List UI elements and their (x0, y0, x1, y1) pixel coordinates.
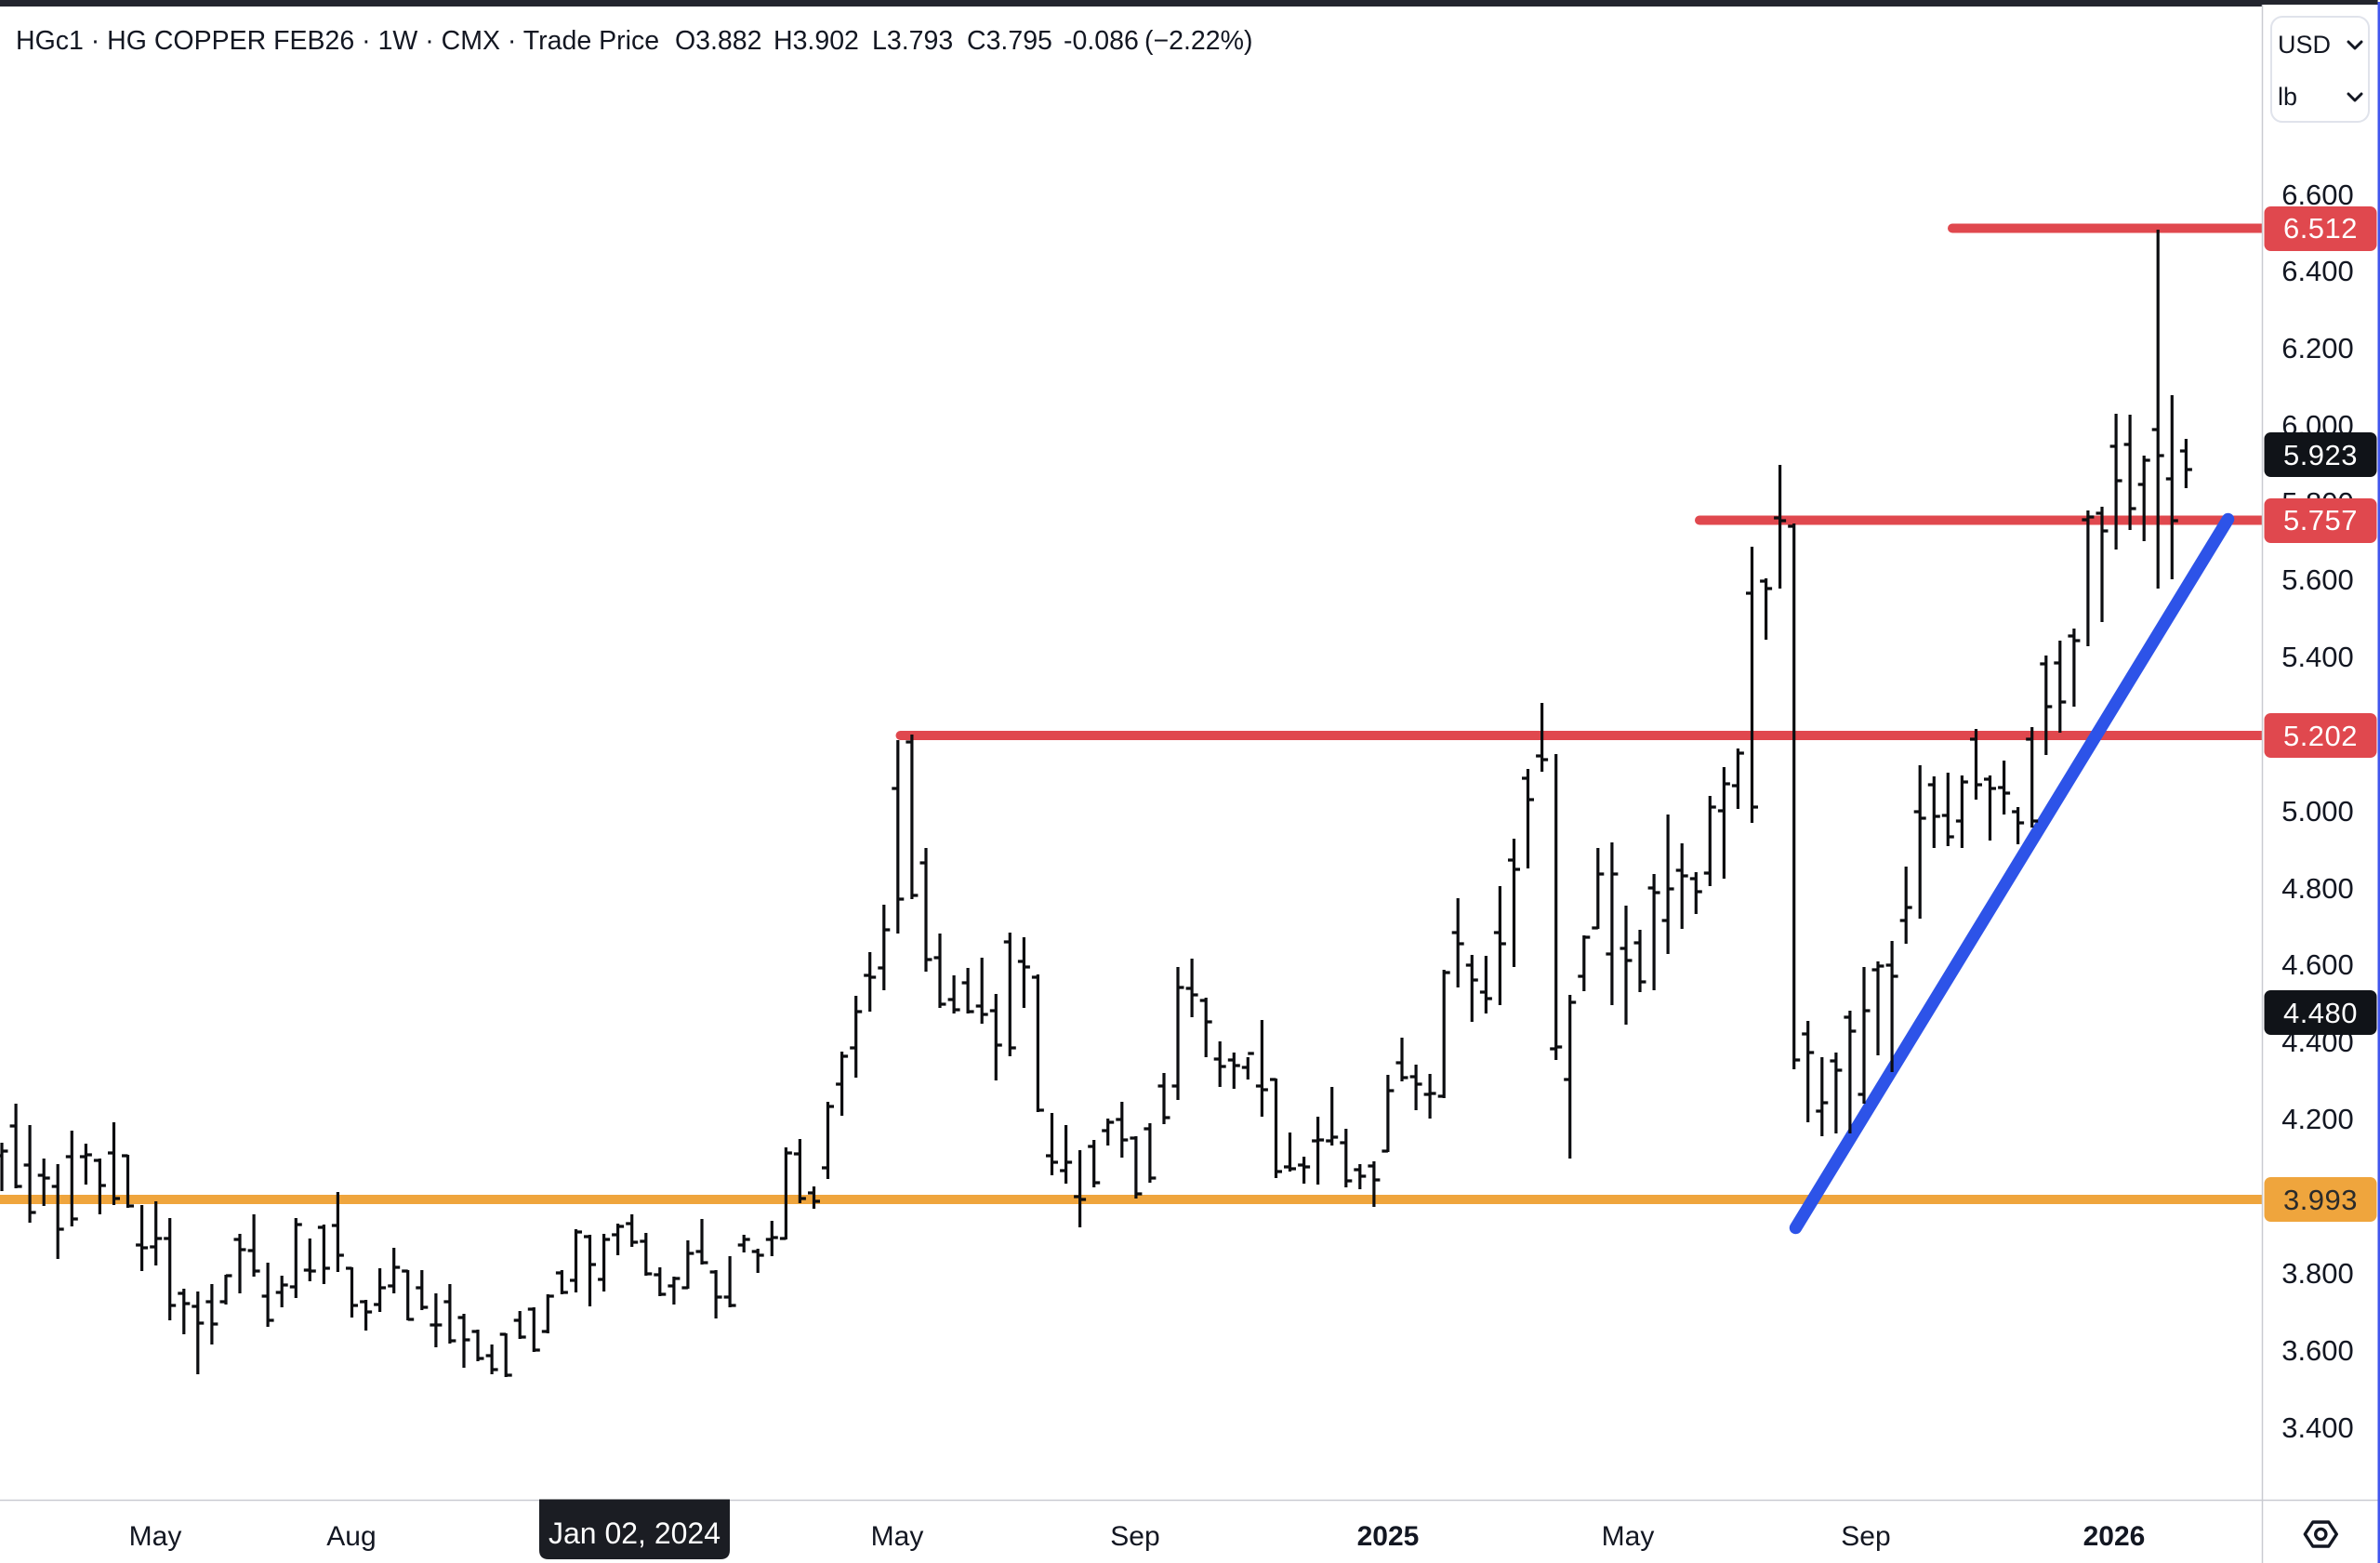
svg-text:2026: 2026 (2083, 1521, 2146, 1552)
svg-text:lb: lb (2278, 83, 2297, 111)
svg-text:May: May (129, 1521, 182, 1552)
svg-text:HGc1 · HG COPPER FEB26 · 1W ·: HGc1 · HG COPPER FEB26 · 1W · CMX · Trad… (16, 26, 659, 56)
svg-text:-0.086: -0.086 (1064, 26, 1139, 56)
svg-text:Jan 02, 2024: Jan 02, 2024 (549, 1517, 721, 1550)
svg-text:May: May (1602, 1521, 1655, 1552)
svg-text:6.512: 6.512 (2283, 212, 2358, 245)
svg-text:4.800: 4.800 (2281, 872, 2354, 905)
svg-text:Aug: Aug (326, 1521, 376, 1552)
svg-text:L3.793: L3.793 (872, 26, 953, 56)
svg-text:5.000: 5.000 (2281, 795, 2354, 828)
svg-text:(−2.22%): (−2.22%) (1144, 26, 1252, 56)
svg-text:Sep: Sep (1841, 1521, 1890, 1552)
svg-text:5.923: 5.923 (2283, 439, 2358, 471)
svg-text:6.200: 6.200 (2281, 332, 2354, 364)
svg-text:3.600: 3.600 (2281, 1334, 2354, 1367)
svg-text:3.800: 3.800 (2281, 1257, 2354, 1290)
svg-text:H3.902: H3.902 (774, 26, 859, 56)
svg-text:Sep: Sep (1110, 1521, 1159, 1552)
svg-text:5.600: 5.600 (2281, 563, 2354, 596)
svg-text:3.993: 3.993 (2283, 1184, 2358, 1216)
svg-text:5.202: 5.202 (2283, 720, 2358, 752)
svg-text:6.400: 6.400 (2281, 255, 2354, 287)
svg-text:6.600: 6.600 (2281, 179, 2354, 211)
svg-text:O3.882: O3.882 (675, 26, 762, 56)
svg-text:2025: 2025 (1357, 1521, 1420, 1552)
svg-text:5.757: 5.757 (2283, 504, 2358, 536)
svg-text:3.400: 3.400 (2281, 1411, 2354, 1444)
svg-text:USD: USD (2278, 31, 2331, 59)
svg-text:4.600: 4.600 (2281, 948, 2354, 981)
svg-text:4.200: 4.200 (2281, 1103, 2354, 1135)
svg-text:May: May (871, 1521, 924, 1552)
svg-text:C3.795: C3.795 (967, 26, 1052, 56)
svg-text:4.480: 4.480 (2283, 997, 2358, 1029)
svg-text:5.400: 5.400 (2281, 641, 2354, 673)
